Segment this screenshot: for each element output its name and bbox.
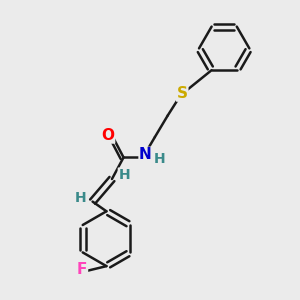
- Text: N: N: [139, 147, 152, 162]
- Text: O: O: [102, 128, 115, 143]
- Text: F: F: [77, 262, 87, 278]
- Text: S: S: [177, 86, 188, 101]
- Text: H: H: [118, 168, 130, 182]
- Text: H: H: [154, 152, 166, 166]
- Text: H: H: [74, 191, 86, 205]
